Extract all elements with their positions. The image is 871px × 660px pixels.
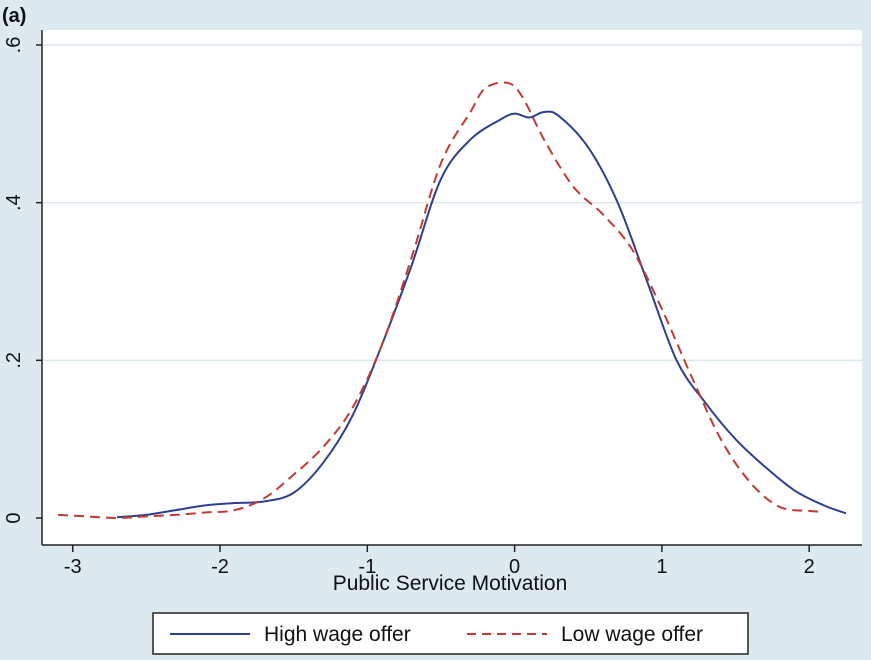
- x-tick-label: 0: [509, 556, 520, 578]
- axes: 0 .2 .4 .6 -3 -2 -1 0 1 2: [3, 30, 862, 578]
- y-tick-label: .6: [3, 37, 25, 54]
- legend-box: [152, 612, 749, 655]
- series-layer: [57, 81, 847, 520]
- x-axis-title: Public Service Motivation: [333, 572, 568, 595]
- legend-label-high-wage: High wage offer: [264, 623, 411, 646]
- legend-label-low-wage: Low wage offer: [561, 623, 703, 646]
- legend: High wage offer Low wage offer: [152, 612, 749, 655]
- panel-label: (a): [2, 5, 26, 27]
- x-tick-label: 2: [804, 556, 815, 578]
- x-tick-label: -2: [211, 556, 229, 578]
- y-tick-label: .4: [3, 194, 25, 211]
- y-tick-label: 0: [3, 512, 25, 523]
- x-tick-label: -3: [64, 556, 82, 578]
- x-tick-label: 1: [656, 556, 667, 578]
- y-tick-label: .2: [3, 352, 25, 369]
- x-tick-label: -1: [358, 556, 376, 578]
- gridlines: [42, 44, 862, 362]
- plot-area: [42, 30, 862, 545]
- series-line-low-wage: [57, 81, 820, 520]
